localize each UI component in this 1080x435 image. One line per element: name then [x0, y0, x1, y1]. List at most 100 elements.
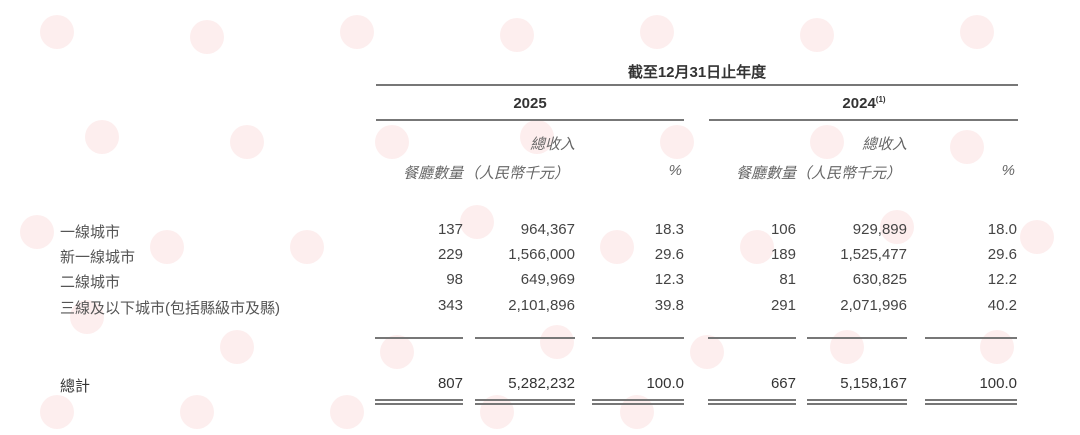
watermark-logo [690, 335, 724, 369]
cell-value: 137 [437, 221, 463, 238]
underline [592, 337, 684, 339]
cell-value: 630,825 [852, 271, 907, 288]
column-header-revenue-top: 總收入 [529, 136, 575, 153]
watermark-logo [520, 120, 554, 154]
column-header-pct: % [1001, 162, 1015, 179]
watermark-logo [740, 230, 774, 264]
watermark-logo [950, 130, 984, 164]
cell-value: 2,071,996 [840, 297, 907, 314]
column-header-restaurants: 餐廳數量 [735, 165, 796, 182]
row-label: 一線城市 [60, 224, 121, 241]
watermark-logo [40, 15, 74, 49]
underline [925, 403, 1017, 405]
watermark-logo [70, 300, 104, 334]
row-label: 二線城市 [60, 274, 121, 291]
cell-value: 29.6 [987, 246, 1017, 263]
watermark-logo [540, 325, 574, 359]
total-value: 5,158,167 [840, 375, 907, 392]
cell-value: 12.2 [987, 271, 1017, 288]
total-value: 5,282,232 [508, 375, 575, 392]
cell-value: 18.3 [654, 221, 684, 238]
cell-value: 40.2 [987, 297, 1017, 314]
cell-value: 1,525,477 [840, 246, 907, 263]
watermark-logo [1020, 220, 1054, 254]
watermark-logo [380, 335, 414, 369]
watermark-logo [330, 395, 364, 429]
watermark-logo [600, 230, 634, 264]
cell-value: 98 [446, 271, 463, 288]
watermark-logo [830, 330, 864, 364]
watermark-logo [800, 18, 834, 52]
watermark-logo [480, 395, 514, 429]
column-header-revenue: （人民幣千元） [795, 165, 901, 182]
watermark-logo [40, 395, 74, 429]
underline [475, 337, 575, 339]
underline [708, 399, 796, 401]
column-header-revenue: （人民幣千元） [463, 165, 569, 182]
divider [376, 84, 1018, 86]
year-2025-header: 2025 [513, 95, 547, 112]
underline [475, 403, 575, 405]
watermark-logo [960, 15, 994, 49]
underline [375, 337, 463, 339]
cell-value: 649,969 [520, 271, 575, 288]
watermark-logo [340, 15, 374, 49]
underline [807, 399, 907, 401]
total-label: 總計 [60, 378, 91, 395]
footnote-marker: (1) [875, 95, 886, 104]
watermark-logo [150, 230, 184, 264]
cell-value: 81 [779, 271, 796, 288]
divider [376, 119, 684, 121]
total-value: 667 [770, 375, 796, 392]
cell-value: 964,367 [520, 221, 575, 238]
cell-value: 29.6 [654, 246, 684, 263]
cell-value: 291 [770, 297, 796, 314]
watermark-logo [660, 125, 694, 159]
row-label: 三線及以下城市(包括縣級市及縣) [60, 300, 280, 317]
watermark-logo [620, 395, 654, 429]
cell-value: 2,101,896 [508, 297, 575, 314]
column-header-revenue-top: 總收入 [861, 136, 907, 153]
total-value: 100.0 [646, 375, 684, 392]
underline [925, 399, 1017, 401]
year-label: 2024 [842, 95, 876, 112]
underline [925, 337, 1017, 339]
year-2024-header: 2024(1) [804, 95, 924, 112]
underline [708, 403, 796, 405]
watermark-logo [180, 395, 214, 429]
watermark-logo [20, 215, 54, 249]
underline [708, 337, 796, 339]
column-header-pct: % [668, 162, 682, 179]
cell-value: 343 [437, 297, 463, 314]
watermark-logo [640, 15, 674, 49]
watermark-logo [500, 18, 534, 52]
divider [709, 119, 1018, 121]
cell-value: 189 [770, 246, 796, 263]
underline [475, 399, 575, 401]
cell-value: 12.3 [654, 271, 684, 288]
column-header-restaurants: 餐廳數量 [402, 165, 463, 182]
cell-value: 106 [770, 221, 796, 238]
watermark-logo [290, 230, 324, 264]
watermark-logo [220, 330, 254, 364]
underline [375, 403, 463, 405]
total-value: 100.0 [979, 375, 1017, 392]
watermark-logo [460, 205, 494, 239]
cell-value: 1,566,000 [508, 246, 575, 263]
total-value: 807 [437, 375, 463, 392]
cell-value: 39.8 [654, 297, 684, 314]
underline [807, 403, 907, 405]
watermark-logo [880, 210, 914, 244]
cell-value: 929,899 [852, 221, 907, 238]
row-label: 新一線城市 [60, 249, 136, 266]
cell-value: 18.0 [987, 221, 1017, 238]
underline [807, 337, 907, 339]
watermark-logo [230, 125, 264, 159]
watermark-logo [85, 120, 119, 154]
watermark-logo [810, 125, 844, 159]
period-header: 截至12月31日止年度 [627, 64, 767, 81]
watermark-logo [980, 330, 1014, 364]
cell-value: 229 [437, 246, 463, 263]
underline [592, 403, 684, 405]
watermark-logo [375, 125, 409, 159]
